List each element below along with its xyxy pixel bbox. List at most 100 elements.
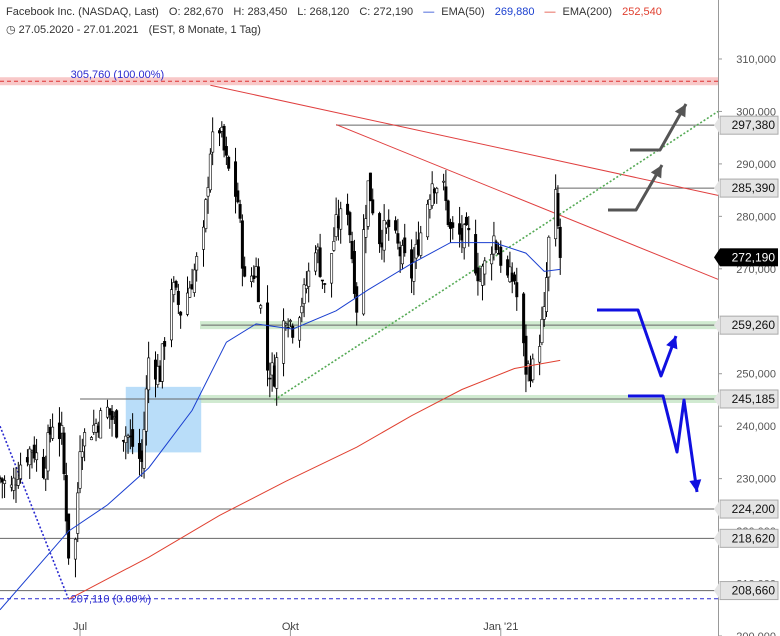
high-label: H: 283,450	[233, 6, 288, 18]
ema50-label: EMA(50)	[441, 6, 485, 18]
candle-body	[480, 265, 484, 286]
candle-body	[142, 429, 146, 469]
candle-body	[545, 277, 549, 312]
candle-body	[3, 480, 7, 484]
candle-body	[222, 125, 226, 151]
candle-body	[291, 325, 295, 338]
candle-body	[32, 444, 36, 459]
candle-body	[179, 311, 183, 316]
candle-body	[41, 456, 45, 478]
trendline	[335, 124, 719, 280]
open-label: O: 282,670	[168, 6, 224, 18]
candle-body	[206, 187, 210, 197]
ema50-value: 269,880	[494, 6, 535, 18]
candle-body	[435, 188, 439, 194]
candle-body	[186, 292, 190, 315]
fib-bottom-label: 207,110 (0.00%)	[71, 594, 152, 606]
y-tick-label: 290,000	[736, 159, 776, 171]
candle-body	[442, 180, 446, 183]
candle-body	[240, 220, 244, 269]
period-label: 27.05.2020 - 27.01.2021	[18, 24, 139, 36]
candle-body	[163, 341, 167, 347]
level-price-box-pointer	[714, 581, 720, 600]
chart-header-line-2: ◷ 27.05.2020 - 27.01.2021 (EST, 8 Monate,…	[6, 23, 268, 36]
level-price-box-pointer	[714, 529, 720, 548]
level-price-label: 224,200	[732, 502, 776, 516]
candle-body	[60, 425, 64, 434]
level-price-box-pointer	[714, 116, 720, 135]
candle-body	[364, 218, 368, 238]
period-info-label: (EST, 8 Monate, 1 Tag)	[148, 24, 261, 36]
candle-body	[204, 199, 208, 229]
candle-body	[238, 204, 242, 219]
trendline	[210, 84, 719, 196]
candle-body	[288, 320, 292, 322]
y-tick-label: 280,000	[736, 211, 776, 223]
candle-body	[147, 357, 151, 391]
candle-body	[131, 429, 135, 447]
upside-scenario-arrow-1	[608, 164, 664, 212]
candle-body	[542, 306, 546, 320]
candle-body	[304, 285, 308, 290]
candle-body	[387, 219, 391, 228]
candle-body	[467, 227, 471, 231]
candle-body	[378, 213, 382, 245]
last-price-box	[720, 248, 778, 267]
upside-scenario-arrow-2	[630, 103, 688, 152]
ema200-value: 252,540	[622, 6, 662, 18]
y-tick-label: 310,000	[736, 54, 776, 66]
candle-body	[0, 477, 2, 480]
downside-scenario-arrow-1	[597, 308, 678, 378]
candle-body	[35, 452, 39, 461]
ema200-line	[68, 359, 561, 600]
upside-scenario-arrow-2-head	[674, 104, 686, 118]
candle-body	[259, 305, 263, 309]
level-price-label: 218,620	[732, 531, 776, 545]
candle-body	[110, 410, 114, 420]
symbol-label: Facebook Inc. (NASDAQ, Last)	[6, 6, 159, 18]
candle-body	[474, 234, 478, 274]
candle-body	[368, 172, 372, 202]
candle-body	[208, 153, 212, 191]
candle-body	[227, 156, 231, 169]
candle-body	[172, 282, 176, 296]
level-price-box-pointer	[714, 389, 720, 408]
last-price-pointer	[714, 248, 720, 267]
candle-body	[64, 475, 68, 522]
chart-header-line-1: Facebook Inc. (NASDAQ, Last) O: 282,670 …	[6, 6, 669, 18]
candle-body	[28, 448, 32, 466]
candle-body	[176, 290, 180, 305]
candle-body	[476, 267, 480, 282]
candle-body	[362, 229, 366, 315]
candle-body	[211, 131, 215, 153]
y-tick-label: 230,000	[736, 474, 776, 486]
candle-body	[499, 246, 503, 266]
candle-body	[234, 161, 238, 197]
candle-body	[426, 203, 430, 238]
candle-body	[314, 252, 318, 272]
candle-body	[266, 302, 270, 371]
candle-body	[540, 319, 544, 344]
level-price-label: 285,390	[732, 181, 776, 195]
candle-body	[282, 320, 286, 364]
candle-body	[243, 266, 247, 277]
y-tick-label: 300,000	[736, 106, 776, 118]
candle-body	[169, 289, 173, 341]
candle-body	[51, 426, 55, 439]
candle-body	[547, 236, 551, 278]
candle-body	[522, 293, 526, 344]
candle-body	[89, 437, 93, 441]
candle-body	[394, 220, 398, 231]
candle-body	[202, 226, 206, 250]
candle-body	[298, 317, 302, 341]
trendline	[0, 425, 70, 600]
ema200-legend-marker: —	[544, 6, 556, 18]
candle-body	[99, 410, 103, 439]
candle-body	[268, 377, 272, 380]
candle-body	[444, 186, 448, 201]
x-tick-label: Jul	[73, 621, 87, 633]
candle-body	[396, 233, 400, 244]
candle-body	[355, 286, 359, 313]
candle-body	[556, 193, 560, 227]
candle-body	[307, 270, 311, 287]
